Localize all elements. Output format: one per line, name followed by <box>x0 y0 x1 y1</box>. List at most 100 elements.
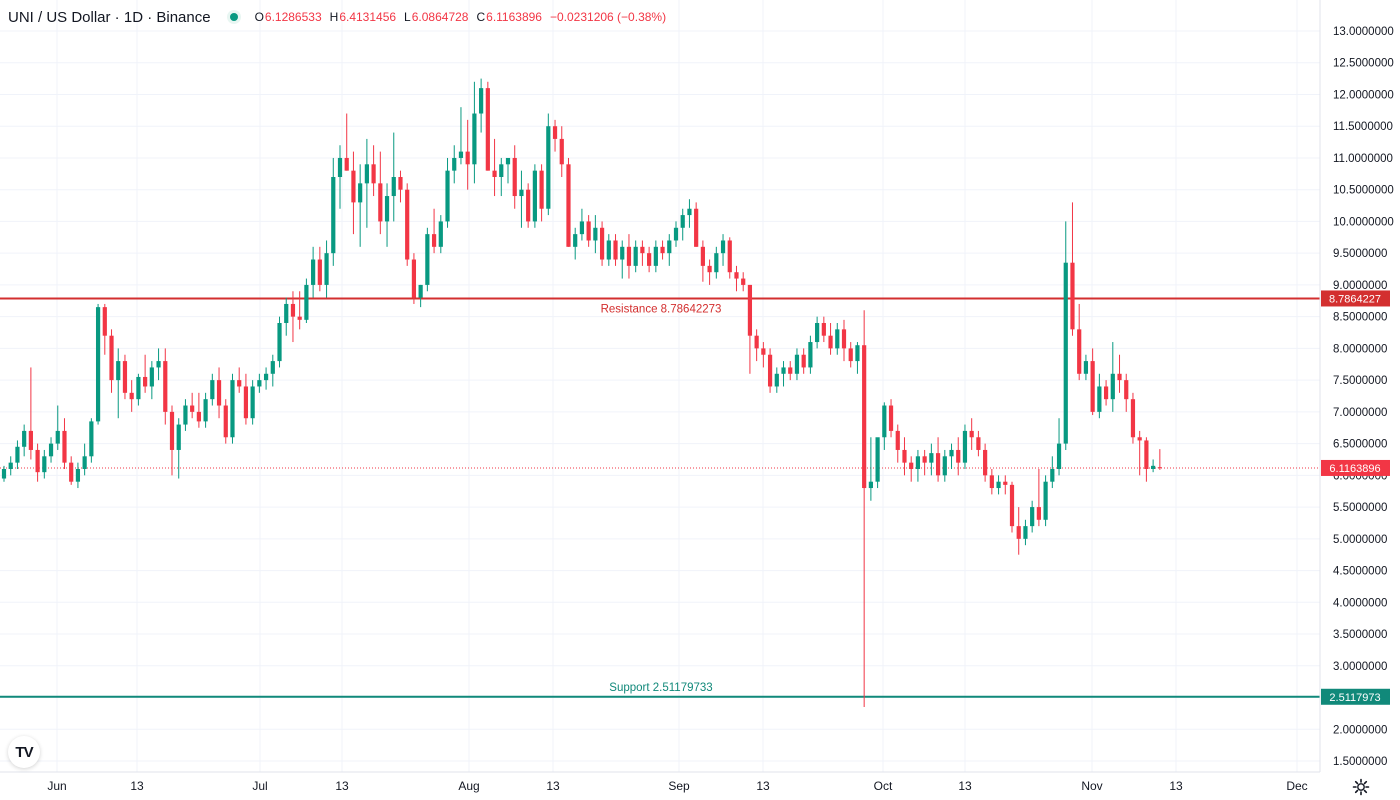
candle-body <box>270 361 275 374</box>
candle-body <box>774 373 779 387</box>
candle-body <box>754 335 759 349</box>
candle-body <box>633 246 638 266</box>
candle-body <box>8 462 13 469</box>
time-axis[interactable]: Jun 13 Jul 13 Aug 13 Sep 13 Oct 13 Nov 13 Dec <box>47 779 1307 793</box>
y-tick-label: 7.5000000 <box>1333 375 1387 387</box>
candle-body <box>337 157 343 177</box>
candle-body <box>48 443 54 457</box>
candle-body <box>69 462 74 482</box>
candle-body <box>391 177 396 197</box>
candle-body <box>1023 526 1028 539</box>
level-lines: Resistance 8.78642273 Support 2.51179733 <box>0 297 1320 698</box>
candle-body <box>747 284 753 336</box>
x-tick-label: 13 <box>546 779 560 793</box>
y-tick-label: 8.0000000 <box>1333 343 1387 355</box>
candle-body <box>767 354 773 387</box>
candle-body <box>418 284 423 298</box>
y-tick-label: 5.0000000 <box>1333 534 1387 546</box>
candle-body <box>1036 507 1041 520</box>
candle-body <box>15 446 20 463</box>
candle-body <box>620 246 625 260</box>
candle-body <box>727 240 732 273</box>
resistance-axis-badge <box>1321 290 1390 307</box>
y-tick-label: 6.5000000 <box>1333 439 1387 451</box>
candle-body <box>909 462 914 469</box>
y-tick-label: 9.0000000 <box>1333 280 1387 292</box>
candle-body <box>351 170 356 203</box>
ohlc-legend: O 6.1286533 H 6.4131456 L 6.0864728 C 6.1163… <box>255 10 675 24</box>
candle-body <box>311 259 316 285</box>
candle-body <box>129 392 134 400</box>
y-tick-label: 7.0000000 <box>1333 407 1387 419</box>
candle-body <box>445 170 450 222</box>
candle-body <box>512 157 517 197</box>
candle-body <box>344 157 349 171</box>
candle-body <box>801 354 806 368</box>
candle-body <box>976 437 981 450</box>
y-tick-label: 5.5000000 <box>1333 502 1387 514</box>
candle-body <box>122 361 128 393</box>
x-tick-label: 13 <box>130 779 144 793</box>
gear-icon[interactable] <box>1352 778 1370 796</box>
high-value: 6.4131456 <box>339 10 397 24</box>
y-tick-label: 8.5000000 <box>1333 312 1387 324</box>
candle-body <box>297 316 302 320</box>
candle-body <box>75 469 81 482</box>
candle-body <box>35 449 40 473</box>
x-tick-label: Sep <box>668 779 690 793</box>
candle-body <box>552 126 558 139</box>
candle-body <box>1083 361 1089 374</box>
candle-body <box>667 240 672 254</box>
candle-body <box>1070 262 1075 330</box>
candle-body <box>741 278 746 285</box>
candle-body <box>257 380 262 387</box>
candle-body <box>102 307 107 336</box>
close-label: C <box>476 10 486 24</box>
change-value: −0.0231206 (−0.38%) <box>549 10 667 24</box>
candle-body <box>599 227 605 260</box>
support-axis-label: 2.5117973 <box>1329 692 1380 704</box>
candle-body <box>324 253 329 285</box>
candle-body <box>190 405 195 412</box>
price-axis[interactable]: 13.0000000 12.5000000 12.0000000 11.5000000… <box>0 0 1394 773</box>
candle-body <box>902 449 907 463</box>
candle-body <box>956 449 961 463</box>
candle-body <box>673 227 679 241</box>
candle-body <box>1016 526 1021 539</box>
status-dot-icon <box>226 10 241 24</box>
candle-body <box>613 240 618 260</box>
y-tick-label: 12.5000000 <box>1333 58 1394 70</box>
candle-body <box>203 399 208 422</box>
candle-body <box>1056 443 1062 469</box>
open-value: 6.1286533 <box>264 10 322 24</box>
candle-body <box>1130 399 1136 438</box>
candle-body <box>815 323 820 343</box>
x-tick-label: Aug <box>458 779 479 793</box>
candle-body <box>647 253 652 266</box>
support-axis-badge <box>1321 688 1390 705</box>
y-tick-label: 4.5000000 <box>1333 566 1387 578</box>
candle-body <box>989 475 994 489</box>
candle-body <box>405 189 410 260</box>
candle-body <box>559 138 564 165</box>
x-tick-label: 13 <box>335 779 349 793</box>
x-tick-label: Oct <box>874 779 893 793</box>
tradingview-logo-icon[interactable]: TV <box>8 736 40 768</box>
candle-body <box>586 221 591 241</box>
symbol-title[interactable]: UNI / US Dollar · 1D · Binance <box>8 8 211 26</box>
candle-body <box>1157 467 1162 469</box>
candle-body <box>169 411 175 450</box>
candle-body <box>183 405 188 425</box>
candle-body <box>378 183 383 222</box>
candle-body <box>707 265 712 273</box>
candle-body <box>1137 437 1142 441</box>
candle-body <box>875 437 880 482</box>
candle-body <box>821 323 826 336</box>
candle-body <box>458 151 464 158</box>
candle-body <box>1077 329 1082 374</box>
candle-body <box>237 380 242 387</box>
candle-body <box>1003 481 1008 485</box>
candle-body <box>143 376 148 387</box>
y-tick-label: 12.0000000 <box>1333 89 1394 101</box>
